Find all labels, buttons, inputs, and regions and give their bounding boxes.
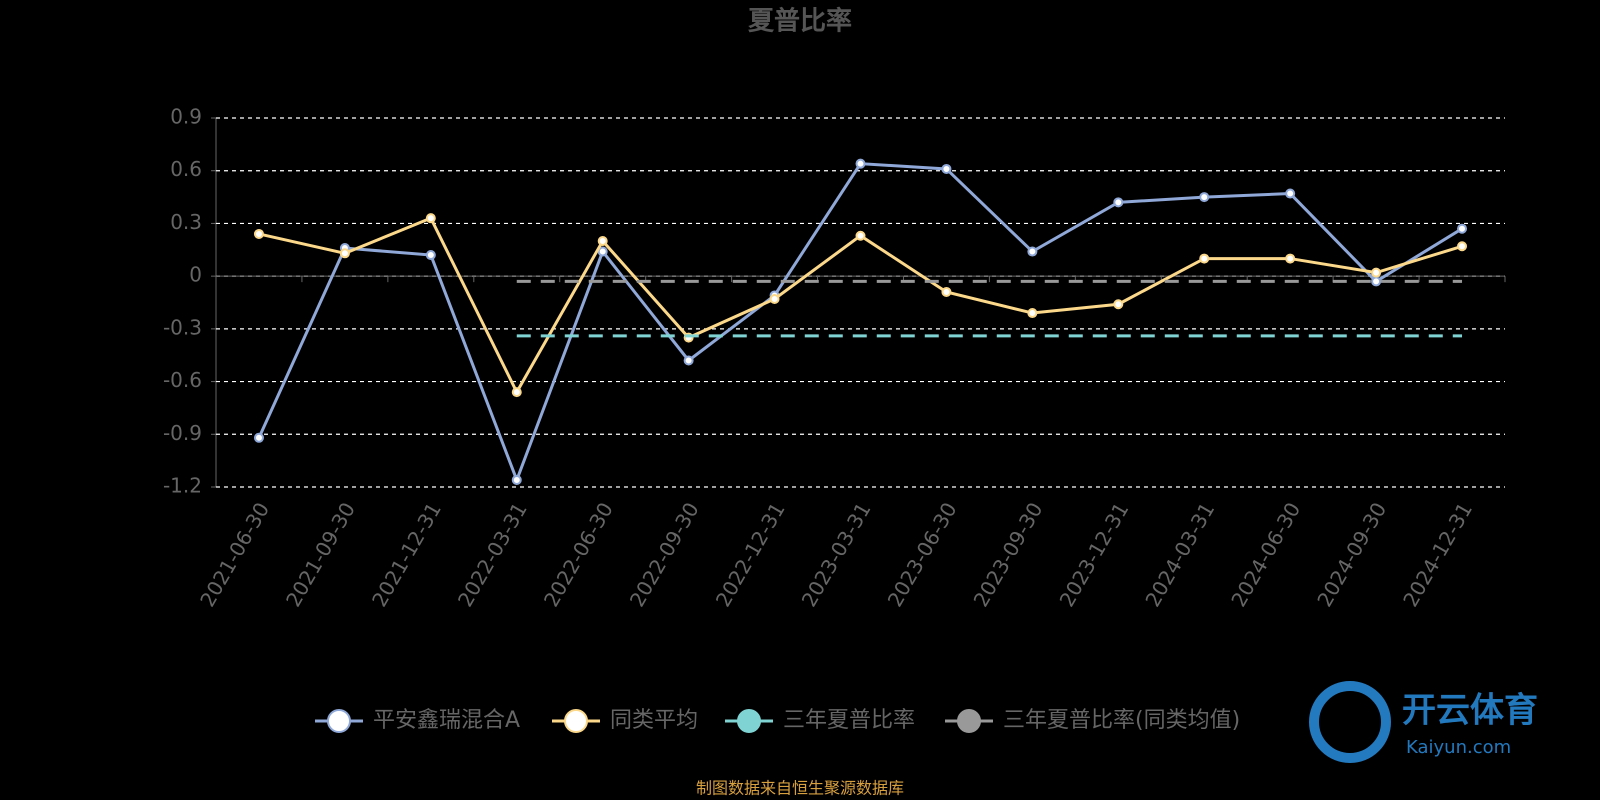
y-tick-label: -0.6 (163, 368, 202, 392)
y-tick-label: -0.9 (163, 421, 202, 445)
point (511, 474, 522, 485)
x-tick-label: 2021-09-30 (281, 498, 360, 611)
watermark-title: 开云体育 (1402, 691, 1538, 731)
logo (1309, 681, 1391, 763)
y-tick-label: 0.9 (170, 105, 202, 129)
series-line (258, 216, 1463, 396)
point (941, 163, 952, 174)
point (1027, 246, 1038, 257)
point (855, 158, 866, 169)
point (597, 236, 608, 246)
point (425, 213, 436, 224)
x-tick-label: 2023-03-31 (797, 498, 876, 611)
x-tick-label: 2024-09-30 (1312, 498, 1391, 611)
x-tick-label: 2022-12-31 (711, 498, 790, 611)
legend-marker (327, 709, 351, 733)
x-tick-label: 2021-06-30 (195, 498, 274, 611)
legend-label: 平安鑫瑞混合A (373, 708, 520, 733)
point (1457, 241, 1468, 252)
point (511, 387, 522, 398)
x-tick-label: 2023-06-30 (883, 498, 962, 611)
point (1371, 267, 1382, 278)
point (1113, 299, 1124, 310)
legend-item: 平安鑫瑞混合A (315, 708, 520, 733)
point (683, 355, 694, 366)
x-tick-label: 2024-06-30 (1226, 498, 1305, 611)
legend-marker (737, 709, 761, 733)
legend-marker (957, 709, 981, 733)
legend-item: 同类平均 (552, 708, 698, 733)
legend-item: 三年夏普比率(同类均值) (945, 708, 1240, 733)
point (1199, 253, 1210, 264)
y-tick-label: 0.3 (170, 210, 202, 234)
point (1027, 308, 1038, 319)
x-tick-label: 2024-12-31 (1398, 498, 1477, 611)
y-tick-label: 0.6 (170, 157, 202, 181)
point (1113, 197, 1124, 208)
point (253, 432, 264, 443)
point (855, 230, 866, 241)
watermark: 开云体育 Kaiyun.com (1309, 681, 1538, 763)
chart-title: 夏普比率 (748, 6, 852, 37)
point (1199, 192, 1210, 203)
point (597, 246, 608, 257)
point (1457, 223, 1468, 234)
x-tick-label: 2023-12-31 (1054, 498, 1133, 611)
point (941, 286, 952, 297)
point (1285, 253, 1296, 264)
legend-label: 同类平均 (610, 708, 698, 733)
point (425, 250, 436, 261)
x-tick-label: 2024-03-31 (1140, 498, 1219, 611)
legend-label: 三年夏普比率(同类均值) (1003, 708, 1240, 733)
x-tick-label: 2023-09-30 (969, 498, 1048, 611)
point (339, 248, 350, 259)
legend-label: 三年夏普比率 (783, 708, 915, 733)
x-tick-label: 2021-12-31 (367, 498, 446, 611)
point (253, 228, 264, 239)
series-line (257, 162, 1463, 485)
x-tick-label: 2022-03-31 (453, 498, 532, 611)
x-tick-label: 2022-09-30 (625, 498, 704, 611)
point (769, 293, 780, 304)
y-tick-label: 0 (189, 263, 202, 287)
point (1285, 188, 1296, 199)
x-tick-label: 2022-06-30 (539, 498, 618, 611)
y-tick-label: -0.3 (163, 315, 202, 339)
watermark-url: Kaiyun.com (1406, 737, 1511, 758)
legend-item: 三年夏普比率 (725, 708, 915, 733)
point (1371, 276, 1382, 287)
y-tick-label: -1.2 (163, 474, 202, 498)
legend-marker (564, 709, 588, 733)
source-note: 制图数据来自恒生聚源数据库 (696, 779, 904, 798)
